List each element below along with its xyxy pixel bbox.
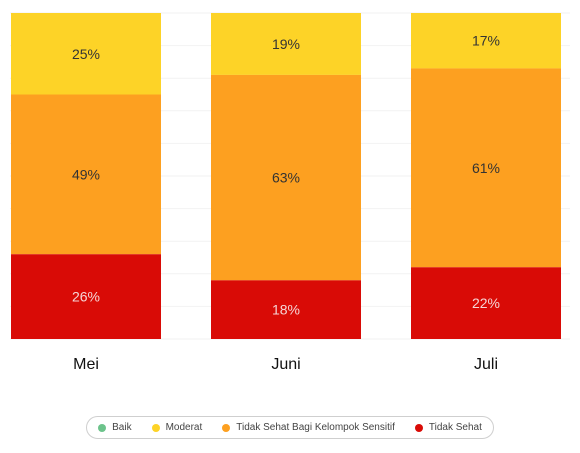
legend-label-tidak-sehat-sensitif: Tidak Sehat Bagi Kelompok Sensitif (236, 422, 395, 433)
legend-dot-tidak-sehat (414, 423, 423, 432)
bar-segment-juni-1[interactable] (211, 13, 361, 75)
bar-segment-mei-3[interactable] (11, 254, 161, 339)
bar-segment-mei-2[interactable] (11, 94, 161, 255)
data-label: 18% (272, 302, 300, 318)
data-label: 26% (72, 289, 100, 305)
legend: Baik Moderat Tidak Sehat Bagi Kelompok S… (86, 416, 494, 439)
category-label: Juni (271, 356, 300, 373)
data-label: 22% (472, 295, 500, 311)
bar-segment-juni-2[interactable] (211, 74, 361, 281)
legend-item-baik[interactable]: Baik (98, 422, 132, 433)
legend-label-moderat: Moderat (165, 422, 203, 433)
legend-label-baik: Baik (112, 422, 132, 433)
data-label: 17% (472, 33, 500, 49)
legend-label-tidak-sehat: Tidak Sehat (428, 422, 482, 433)
bar-segment-juli-3[interactable] (411, 267, 561, 339)
bar-segment-juli-1[interactable] (411, 13, 561, 69)
legend-dot-baik (98, 423, 107, 432)
data-label: 19% (272, 36, 300, 52)
category-label: Juli (474, 356, 498, 373)
bar-segment-mei-1[interactable] (11, 13, 161, 95)
legend-item-tidak-sehat-sensitif[interactable]: Tidak Sehat Bagi Kelompok Sensitif (222, 422, 395, 433)
bar-segment-juli-2[interactable] (411, 68, 561, 268)
data-label: 63% (272, 170, 300, 186)
legend-item-tidak-sehat[interactable]: Tidak Sehat (414, 422, 482, 433)
category-label: Mei (73, 356, 99, 373)
data-label: 61% (472, 160, 500, 176)
data-label: 49% (72, 166, 100, 182)
legend-dot-moderat (151, 423, 160, 432)
data-label: 25% (72, 46, 100, 62)
legend-dot-tidak-sehat-sensitif (222, 423, 231, 432)
bar-segment-juni-3[interactable] (211, 280, 361, 339)
legend-item-moderat[interactable]: Moderat (151, 422, 203, 433)
